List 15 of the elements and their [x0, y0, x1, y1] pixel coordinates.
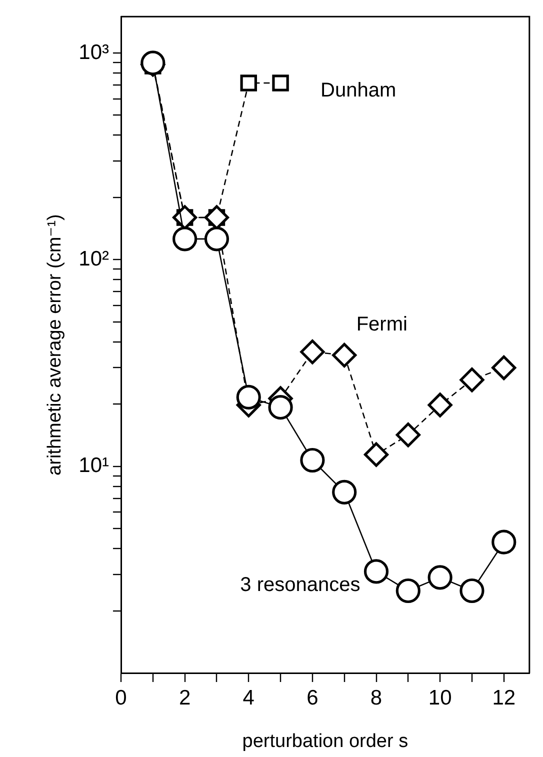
series-label: Dunham [320, 79, 396, 102]
series-label: Fermi [356, 314, 408, 336]
series-label: 3 resonances [240, 574, 360, 596]
x-axis-title: perturbation order s [242, 730, 408, 752]
y-tick-label: 10¹ [78, 454, 109, 478]
x-tick-label: 12 [492, 686, 516, 710]
y-tick-label: 10² [78, 247, 109, 270]
x-tick-label: 8 [370, 686, 382, 710]
x-tick-label: 2 [178, 686, 191, 710]
x-tick-label: 6 [306, 686, 318, 710]
x-tick-label: 10 [428, 686, 452, 710]
x-tick-label: 4 [242, 686, 255, 710]
y-axis-title: arithmetic average error (cm⁻¹) [44, 214, 66, 476]
x-tick-label: 0 [115, 686, 127, 710]
y-tick-label: 10³ [78, 40, 109, 64]
